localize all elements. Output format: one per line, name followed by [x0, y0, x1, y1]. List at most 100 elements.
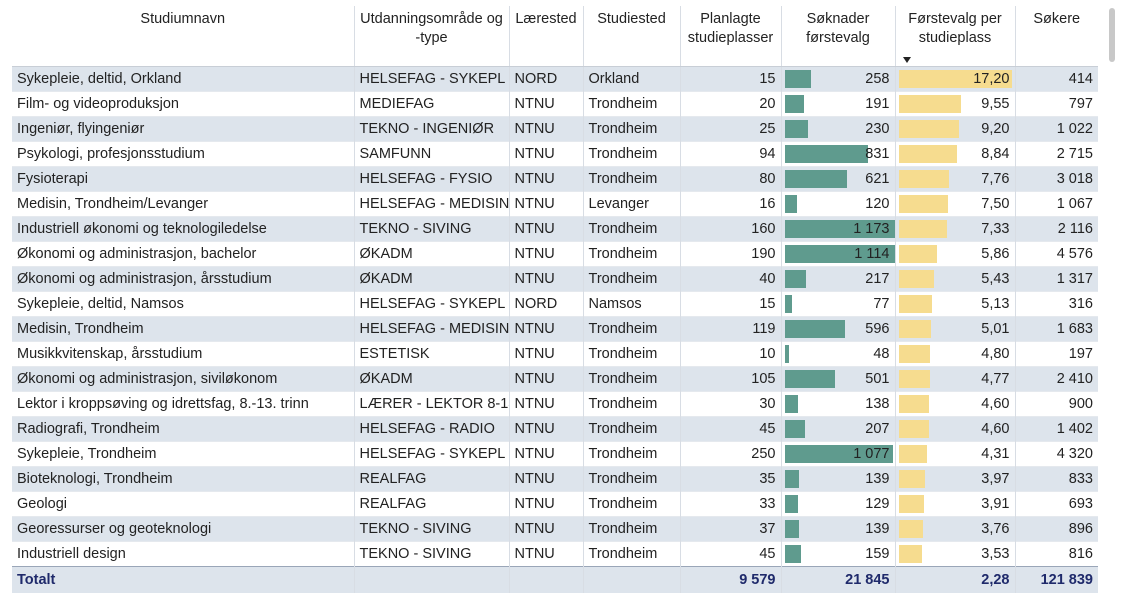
- cell-first: 120: [781, 191, 896, 217]
- cell-place: Trondheim: [583, 366, 681, 392]
- table-row[interactable]: Sykepleie, Trondheim HELSEFAG - SYKEPL NTN…: [12, 441, 1098, 467]
- cell-name: Medisin, Trondheim/Levanger: [12, 191, 355, 217]
- table-row[interactable]: Økonomi og administrasjon, bachelor ØKADM…: [12, 241, 1098, 267]
- cell-area: MEDIEFAG: [354, 91, 510, 117]
- cell-ratio-value: 5,43: [981, 271, 1010, 287]
- cell-ratio-value: 7,50: [981, 196, 1010, 212]
- table-row[interactable]: Musikkvitenskap, årsstudium ESTETISK NTNU T…: [12, 341, 1098, 367]
- cell-area: TEKNO - SIVING: [354, 216, 510, 242]
- cell-ratio-value: 4,31: [981, 446, 1010, 462]
- table-row[interactable]: Geologi REALFAG NTNU Trondheim 33 129 3,91 693: [12, 491, 1098, 517]
- table-row[interactable]: Økonomi og administrasjon, årsstudium ØKA…: [12, 266, 1098, 292]
- cell-planned: 30: [680, 391, 782, 417]
- cell-ratio: 4,60: [895, 391, 1016, 417]
- table-row[interactable]: Film- og videoproduksjon MEDIEFAG NTNU Tron…: [12, 91, 1098, 117]
- cell-area: REALFAG: [354, 491, 510, 517]
- table-row[interactable]: Industriell økonomi og teknologiledelse T…: [12, 216, 1098, 242]
- col-header-first[interactable]: Søknader førstevalg: [781, 6, 896, 67]
- cell-planned: 33: [680, 491, 782, 517]
- cell-inst: NTNU: [509, 491, 584, 517]
- cell-name: Fysioterapi: [12, 166, 355, 192]
- total-applicants: 121 839: [1015, 566, 1098, 593]
- cell-name: Sykepleie, Trondheim: [12, 441, 355, 467]
- table-row[interactable]: Sykepleie, deltid, Orkland HELSEFAG - SYK…: [12, 66, 1098, 92]
- cell-area: TEKNO - INGENIØR: [354, 116, 510, 142]
- cell-ratio-bar: [898, 420, 929, 438]
- col-header-name[interactable]: Studiumnavn: [12, 6, 355, 67]
- cell-area: REALFAG: [354, 466, 510, 492]
- cell-ratio: 7,76: [895, 166, 1016, 192]
- cell-first-bar: [784, 120, 808, 138]
- cell-area: HELSEFAG - FYSIO: [354, 166, 510, 192]
- col-header-ratio[interactable]: Førstevalg per studieplass: [895, 6, 1016, 67]
- cell-first-bar: [784, 495, 798, 513]
- cell-first-value: 1 077: [853, 446, 890, 462]
- cell-first: 230: [781, 116, 896, 142]
- col-header-applicants[interactable]: Søkere: [1015, 6, 1098, 67]
- cell-first: 217: [781, 266, 896, 292]
- cell-planned: 190: [680, 241, 782, 267]
- cell-ratio-value: 9,20: [981, 121, 1010, 137]
- cell-first-value: 207: [865, 421, 890, 437]
- table-row[interactable]: Medisin, Trondheim HELSEFAG - MEDISIN NTNU…: [12, 316, 1098, 342]
- cell-planned: 15: [680, 66, 782, 92]
- col-header-area[interactable]: Utdanningsområde og -type: [354, 6, 510, 67]
- cell-applicants: 1 067: [1056, 196, 1093, 212]
- table-row[interactable]: Fysioterapi HELSEFAG - FYSIO NTNU Trondheim…: [12, 166, 1098, 192]
- cell-planned: 105: [680, 366, 782, 392]
- cell-ratio: 4,31: [895, 441, 1016, 467]
- cell-first: 207: [781, 416, 896, 442]
- table-row[interactable]: Georessurser og geoteknologi TEKNO - SIVI…: [12, 516, 1098, 542]
- cell-name: Musikkvitenskap, årsstudium: [12, 341, 355, 367]
- cell-first-bar: [784, 220, 894, 238]
- cell-applicants: 4 576: [1056, 246, 1093, 262]
- cell-planned: 25: [680, 116, 782, 142]
- table-row[interactable]: Medisin, Trondheim/Levanger HELSEFAG - ME…: [12, 191, 1098, 217]
- cell-name: Industriell design: [12, 541, 355, 567]
- total-row: Totalt 9 579 21 845 2,28 121 839: [12, 566, 1098, 593]
- cell-ratio: 17,20: [895, 66, 1016, 92]
- cell-name: Geologi: [12, 491, 355, 517]
- cell-place: Trondheim: [583, 166, 681, 192]
- cell-name: Økonomi og administrasjon, siviløkonom: [12, 366, 355, 392]
- table-row[interactable]: Sykepleie, deltid, Namsos HELSEFAG - SYKE…: [12, 291, 1098, 317]
- total-empty-place: [583, 566, 681, 593]
- cell-first-value: 1 173: [853, 221, 890, 237]
- cell-area: HELSEFAG - SYKEPL: [354, 66, 510, 92]
- cell-applicants: 833: [1015, 466, 1098, 492]
- cell-first-value: 596: [865, 321, 890, 337]
- table-row[interactable]: Radiografi, Trondheim HELSEFAG - RADIO NTN…: [12, 416, 1098, 442]
- cell-first-value: 1 114: [854, 246, 890, 262]
- cell-planned: 20: [680, 91, 782, 117]
- cell-first-value: 138: [865, 396, 890, 412]
- table-row[interactable]: Industriell design TEKNO - SIVING NTNU Tron…: [12, 541, 1098, 567]
- col-header-inst[interactable]: Lærested: [509, 6, 584, 67]
- vertical-scrollbar[interactable]: [1109, 8, 1115, 62]
- cell-place: Trondheim: [583, 316, 681, 342]
- cell-applicants: 900: [1068, 396, 1093, 412]
- study-table: Studiumnavn Utdanningsområde og -type Læ…: [12, 6, 1098, 593]
- cell-place: Trondheim: [583, 491, 681, 517]
- cell-ratio-value: 5,13: [981, 296, 1010, 312]
- cell-ratio-value: 7,76: [981, 171, 1010, 187]
- table-row[interactable]: Ingeniør, flyingeniør TEKNO - INGENIØR NTN…: [12, 116, 1098, 142]
- cell-ratio: 3,76: [895, 516, 1016, 542]
- cell-first: 1 114: [781, 241, 896, 267]
- table-row[interactable]: Psykologi, profesjonsstudium SAMFUNN NTNU T…: [12, 141, 1098, 167]
- table-row[interactable]: Lektor i kroppsøving og idrettsfag, 8.-1…: [12, 391, 1098, 417]
- cell-first: 1 077: [781, 441, 896, 467]
- cell-area: HELSEFAG - SYKEPL: [354, 441, 510, 467]
- cell-first-bar: [784, 545, 801, 563]
- table-row[interactable]: Bioteknologi, Trondheim REALFAG NTNU Trondh…: [12, 466, 1098, 492]
- cell-place: Namsos: [583, 291, 681, 317]
- cell-ratio: 9,55: [895, 91, 1016, 117]
- cell-inst: NTNU: [509, 541, 584, 567]
- cell-inst: NTNU: [509, 416, 584, 442]
- col-header-planned[interactable]: Planlagte studieplasser: [680, 6, 782, 67]
- table-row[interactable]: Økonomi og administrasjon, siviløkonom ØK…: [12, 366, 1098, 392]
- cell-place: Trondheim: [583, 391, 681, 417]
- col-header-place[interactable]: Studiested: [583, 6, 681, 67]
- cell-area: HELSEFAG - MEDISIN: [354, 316, 510, 342]
- cell-ratio-value: 3,91: [981, 496, 1010, 512]
- cell-ratio-value: 4,77: [981, 371, 1010, 387]
